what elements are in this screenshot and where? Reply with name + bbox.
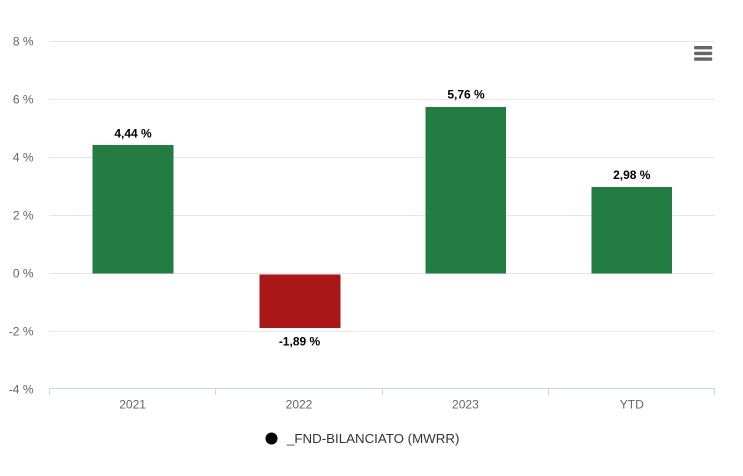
svg-text:8 %: 8 % xyxy=(13,35,34,49)
svg-text:-1,89 %: -1,89 % xyxy=(279,335,321,349)
svg-text:2022: 2022 xyxy=(286,398,313,412)
svg-text:4 %: 4 % xyxy=(13,151,34,165)
svg-text:2021: 2021 xyxy=(119,398,146,412)
svg-text:-2 %: -2 % xyxy=(9,325,34,339)
svg-text:4,44 %: 4,44 % xyxy=(114,127,152,141)
svg-text:YTD: YTD xyxy=(620,398,644,412)
svg-text:5,76 %: 5,76 % xyxy=(447,88,485,102)
svg-text:2 %: 2 % xyxy=(13,209,34,223)
svg-text:6 %: 6 % xyxy=(13,93,34,107)
svg-text:0 %: 0 % xyxy=(13,267,34,281)
svg-text:2023: 2023 xyxy=(452,398,479,412)
svg-text:_FND-BILANCIATO (MWRR): _FND-BILANCIATO (MWRR) xyxy=(286,431,459,446)
svg-text:-4 %: -4 % xyxy=(9,383,34,397)
svg-text:2,98 %: 2,98 % xyxy=(613,168,651,182)
